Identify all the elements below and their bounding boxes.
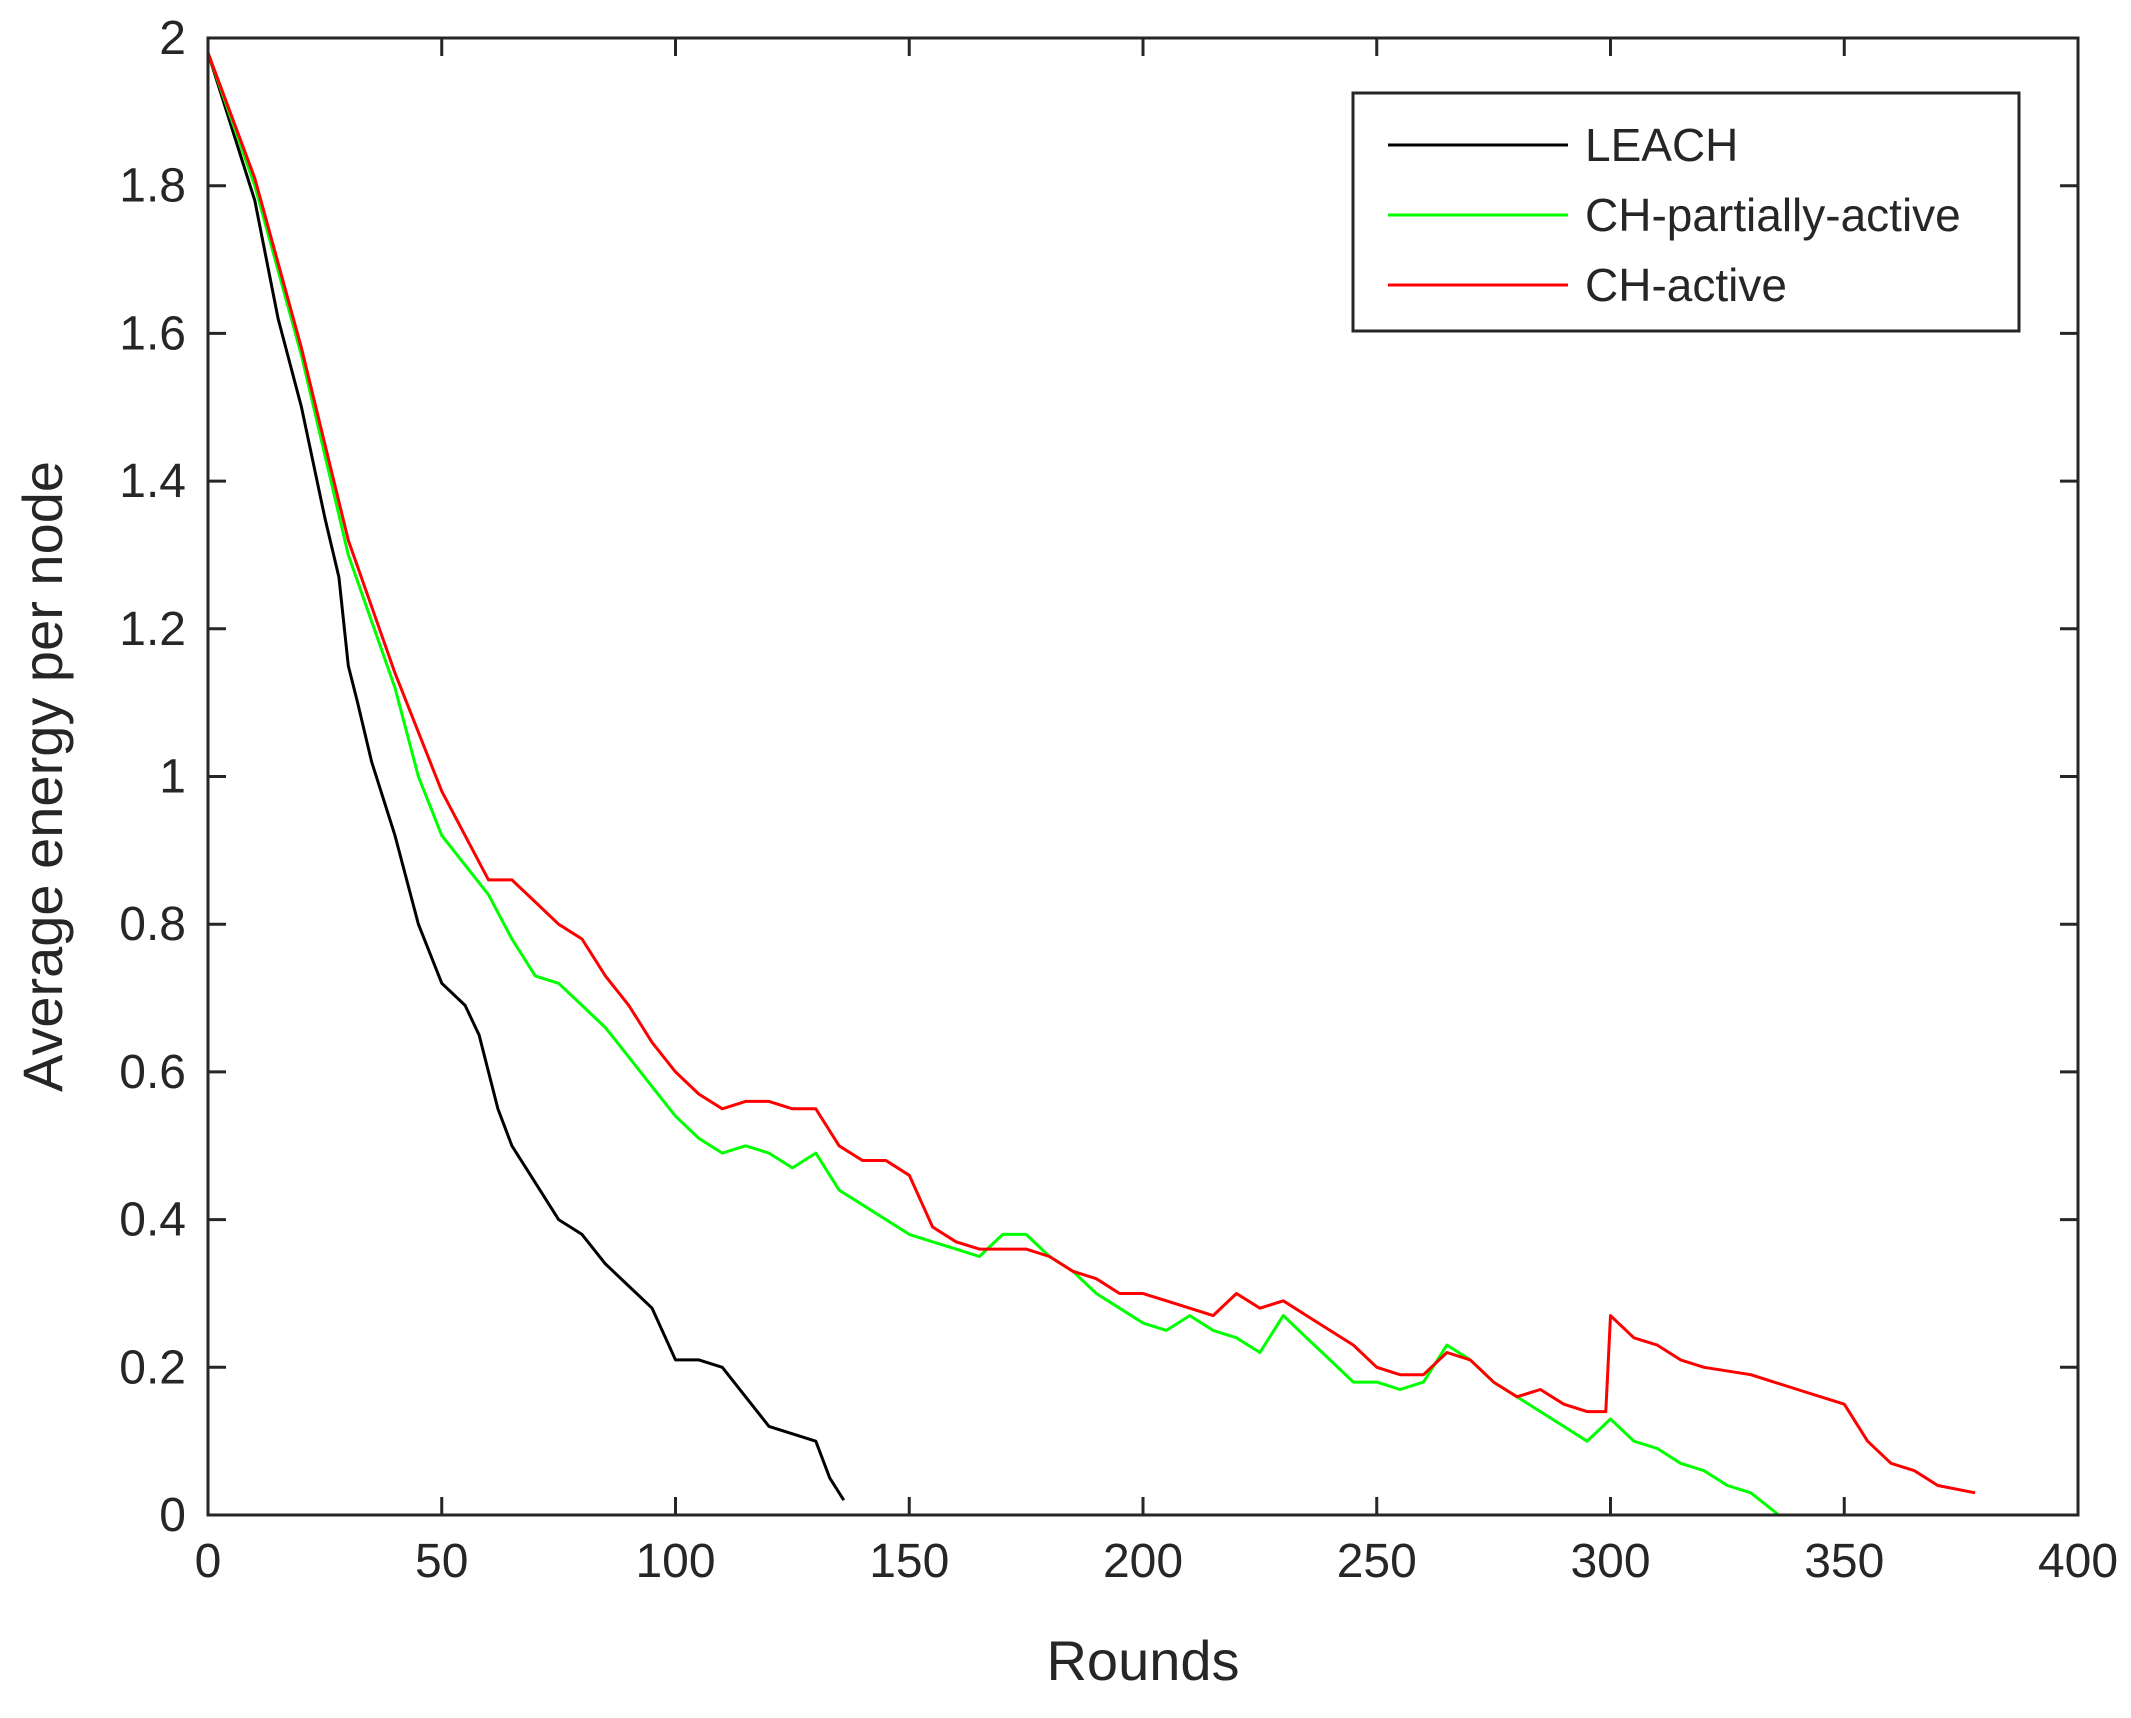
y-tick-label: 1.8 [119,160,186,213]
series-layer [206,52,1976,1517]
x-tick-label: 300 [1570,1535,1650,1588]
y-tick-label: 1.2 [119,603,186,656]
y-tick-label: 0.6 [119,1046,186,1099]
x-axis-title: Rounds [1046,1629,1239,1692]
x-tick-label: 350 [1804,1535,1884,1588]
x-tick-label: 200 [1103,1535,1183,1588]
y-tick-label: 0.8 [119,898,186,951]
legend-label-ch-active: CH-active [1585,259,1787,311]
y-axis-title: Average energy per node [11,461,74,1092]
y-tick-label: 0.2 [119,1341,186,1394]
axes-frame [206,36,2080,1517]
legend-label-ch-partially-active: CH-partially-active [1585,189,1961,241]
y-axis: 0 0.2 0.4 0.6 0.8 1 1.2 1.4 1.6 1.8 2 [119,12,2078,1542]
series-line-ch-partially-active [206,52,1780,1517]
y-tick-label: 1.4 [119,455,186,508]
y-tick-label: 1.6 [119,307,186,360]
x-tick-label: 0 [195,1535,222,1588]
x-tick-label: 150 [869,1535,949,1588]
legend-label-leach: LEACH [1585,119,1738,171]
x-tick-label: 100 [635,1535,715,1588]
series-line-ch-active [206,52,1976,1495]
y-tick-label: 2 [159,12,186,65]
x-tick-label: 400 [2038,1535,2118,1588]
legend: LEACH CH-partially-active CH-active [1351,91,2021,333]
y-tick-label: 0 [159,1489,186,1542]
x-tick-label: 50 [415,1535,468,1588]
x-tick-label: 250 [1337,1535,1417,1588]
series-line-leach [206,52,846,1502]
y-tick-label: 1 [159,751,186,804]
y-tick-label: 0.4 [119,1194,186,1247]
x-axis: 0 50 100 150 200 250 300 350 400 [195,38,2118,1588]
legend-box [1351,91,2021,333]
